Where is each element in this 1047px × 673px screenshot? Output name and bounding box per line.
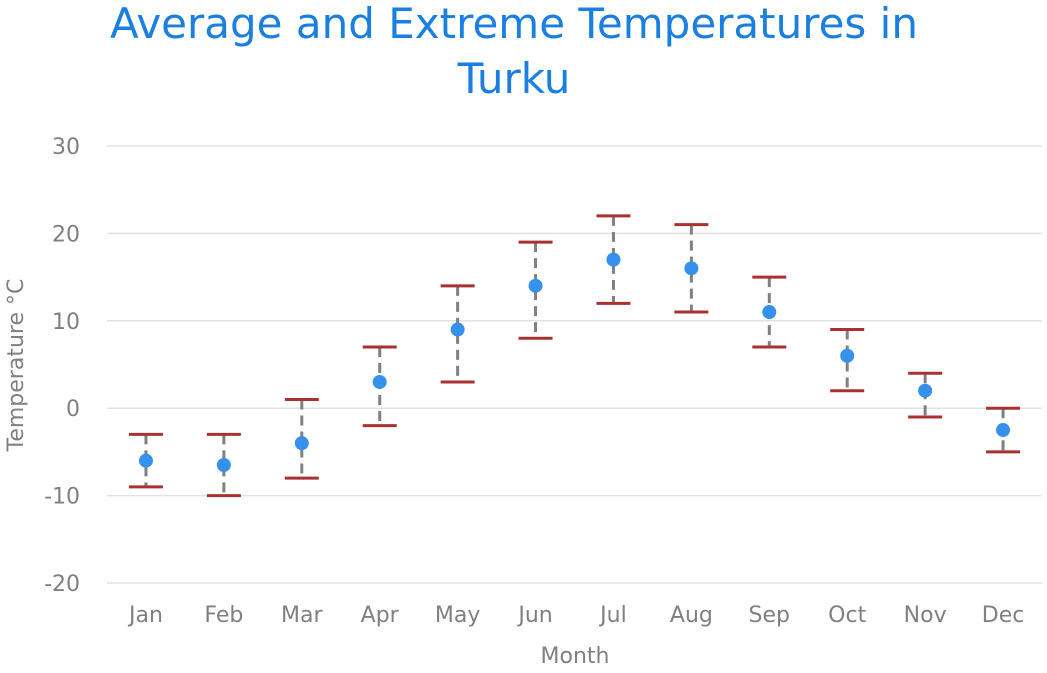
x-tick-label: Dec: [982, 603, 1025, 628]
data-marks: [128, 214, 1021, 498]
y-tick-labels: -20 -10 0 10 20 30: [44, 135, 80, 597]
x-tick-label: Feb: [204, 603, 243, 628]
average-point: [840, 348, 855, 363]
average-point: [528, 278, 543, 293]
y-axis-label: Temperature °C: [4, 279, 29, 453]
y-tick-label: -20: [44, 572, 80, 597]
x-tick-label: Jun: [516, 603, 552, 628]
y-tick-label: 20: [52, 222, 80, 247]
x-tick-label: Apr: [361, 603, 400, 628]
average-point: [606, 252, 621, 267]
average-point: [372, 374, 387, 389]
y-tick-label: 10: [52, 310, 80, 335]
average-point: [762, 305, 777, 320]
average-point: [216, 458, 231, 473]
x-tick-label: Jan: [127, 603, 163, 628]
x-tick-labels: Jan Feb Mar Apr May Jun Jul Aug Sep Oct Nov Dec: [127, 603, 1024, 628]
average-point: [138, 453, 153, 468]
average-point: [918, 383, 933, 398]
x-tick-label: Oct: [828, 603, 866, 628]
x-tick-label: Jul: [598, 603, 627, 628]
y-tick-label: 30: [52, 135, 80, 160]
x-tick-label: Sep: [749, 603, 790, 628]
x-tick-label: Nov: [904, 603, 947, 628]
x-axis-label: Month: [541, 644, 610, 669]
y-tick-label: -10: [44, 485, 80, 510]
chart-title-line-1: Average and Extreme Temperatures in: [110, 0, 918, 48]
average-point: [996, 423, 1011, 438]
average-point: [294, 436, 309, 451]
x-tick-label: May: [435, 603, 480, 628]
y-tick-label: 0: [66, 397, 80, 422]
average-point: [450, 322, 465, 337]
gridlines: [107, 145, 1042, 584]
x-tick-label: Aug: [670, 603, 713, 628]
chart-title-line-2: Turku: [457, 54, 571, 103]
average-point: [684, 261, 699, 276]
x-tick-label: Mar: [281, 603, 323, 628]
